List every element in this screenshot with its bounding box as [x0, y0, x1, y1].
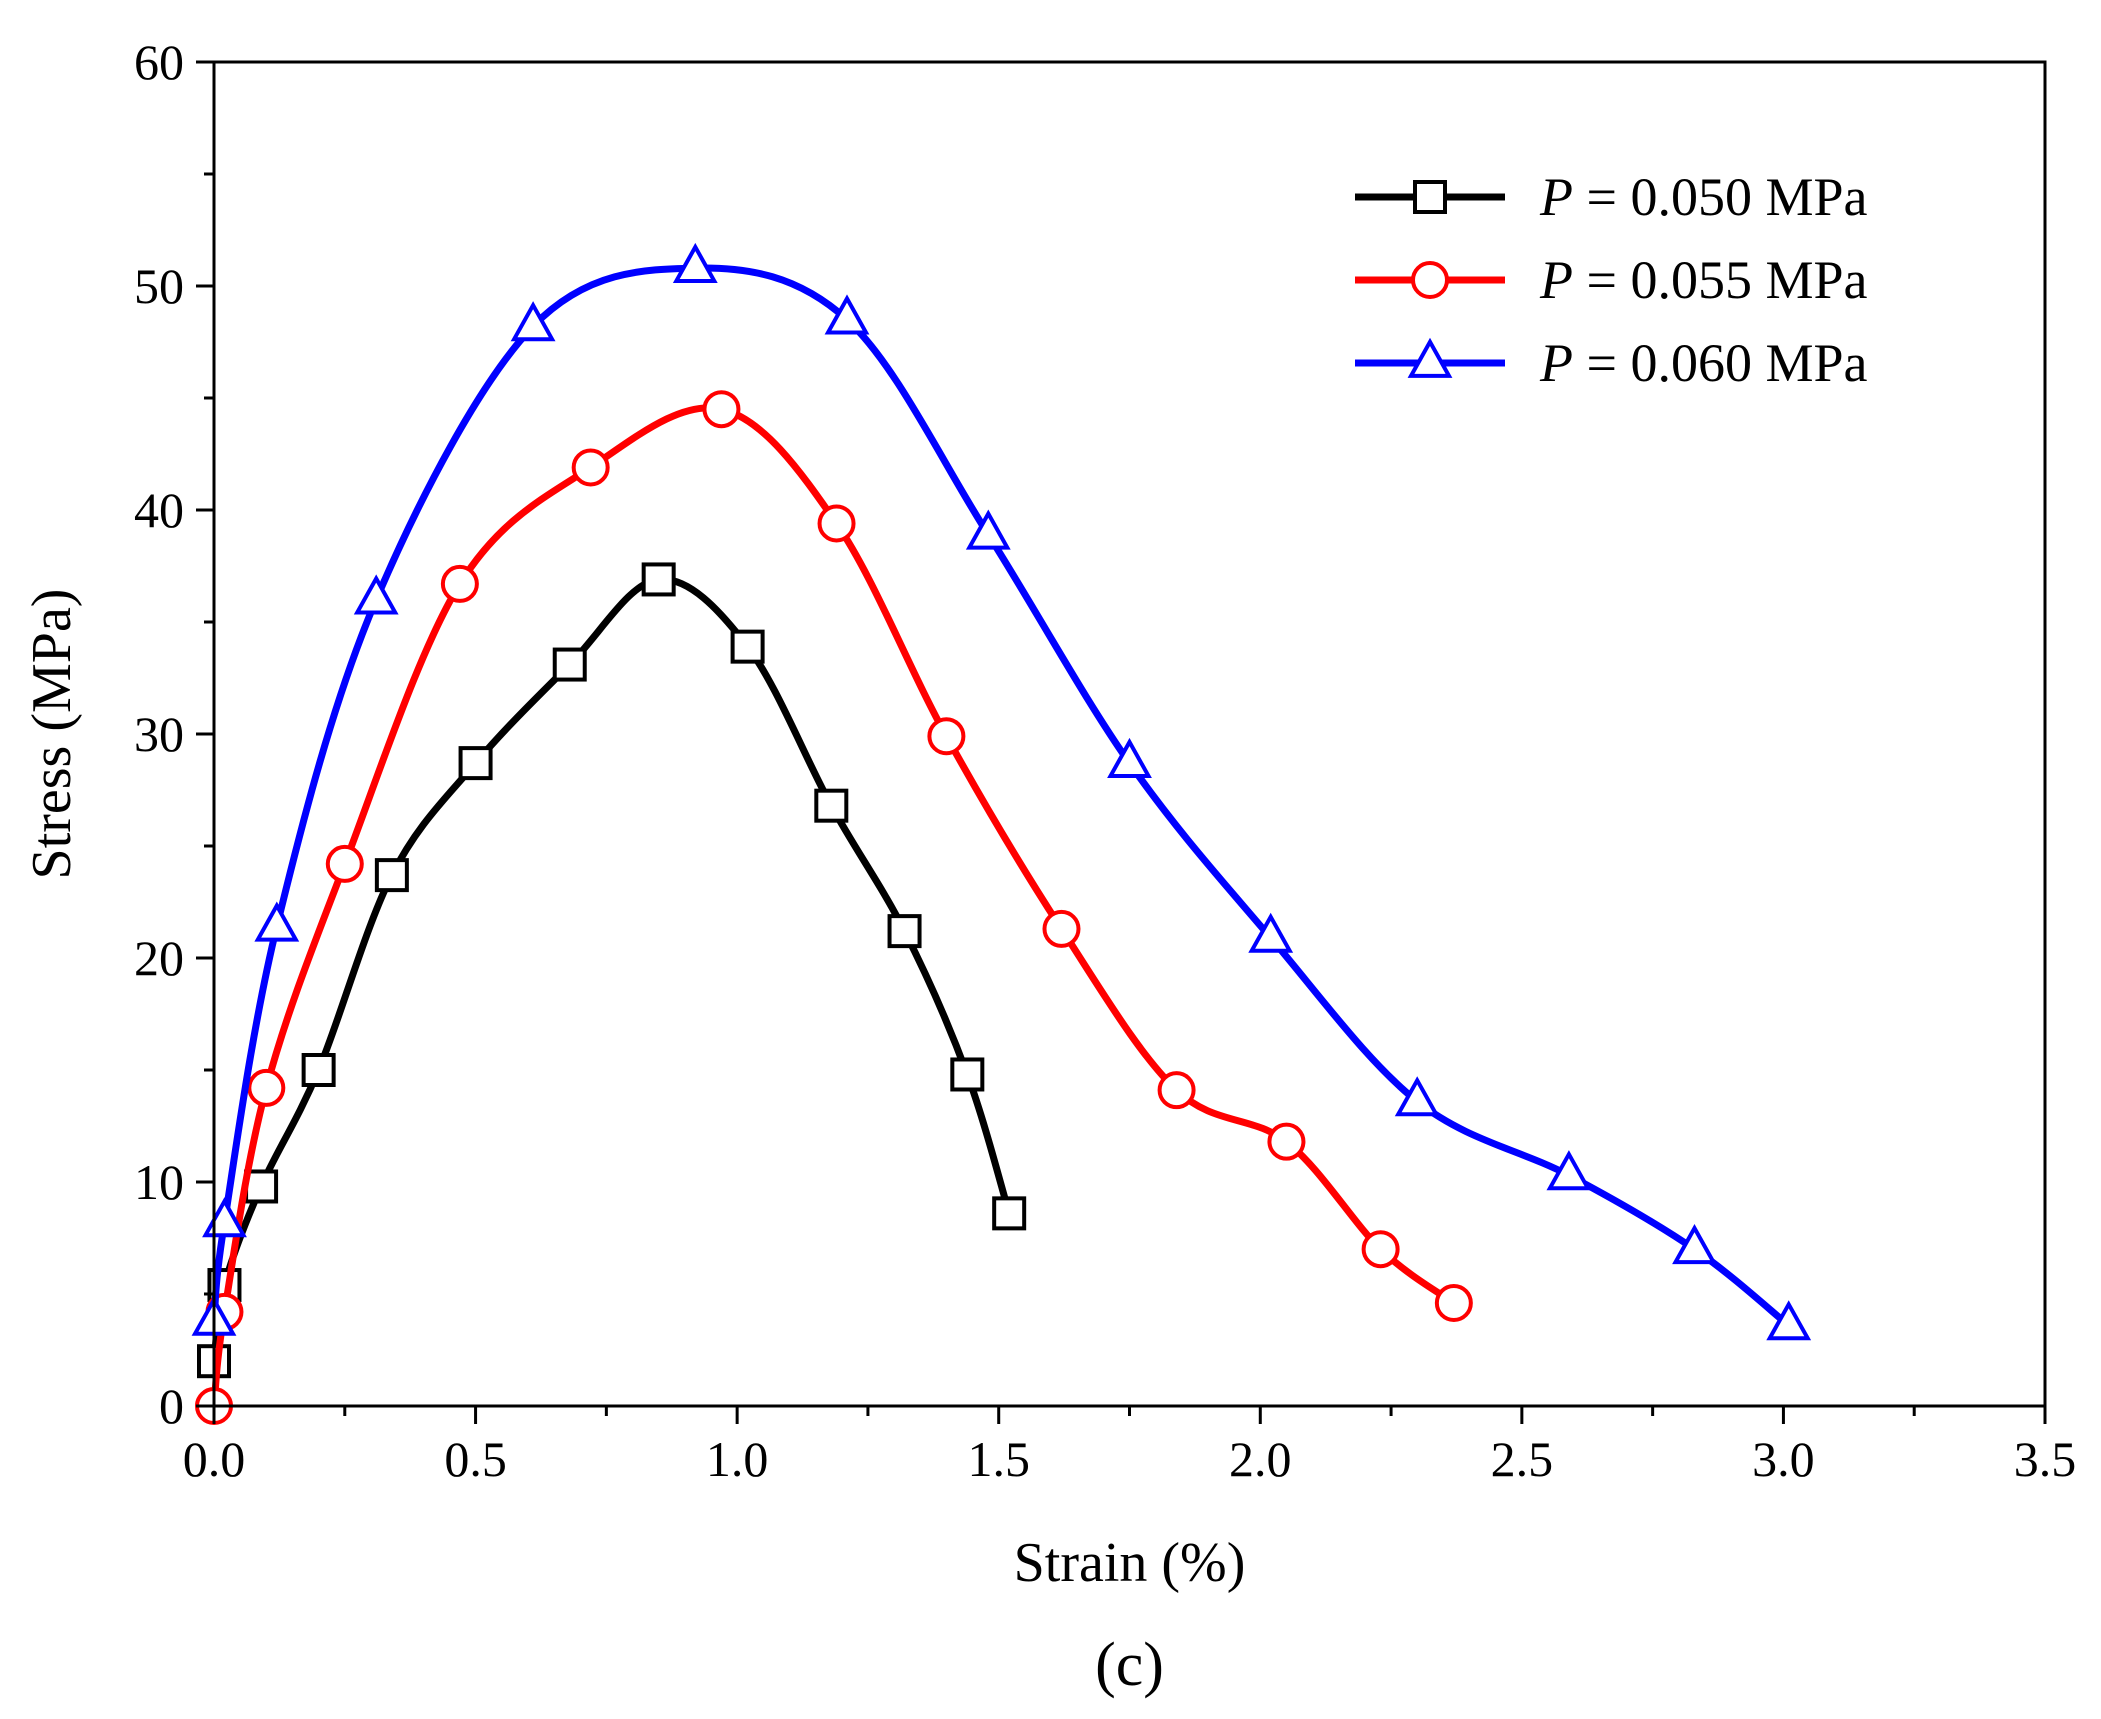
data-point-square — [950, 1057, 985, 1092]
x-tick-label: 3.5 — [2014, 1431, 2077, 1487]
data-point-circle — [702, 390, 741, 429]
x-tick-label: 0.5 — [444, 1431, 507, 1487]
data-point-square — [458, 746, 493, 781]
axis-ticks: 0.0 0.5 1.0 1.5 2.0 2.5 3.0 3.5 0 10 20 30 40 50 60 — [134, 34, 2076, 1487]
data-point-triangle — [353, 574, 399, 615]
data-point-triangle — [1107, 737, 1152, 778]
y-tick-label: 10 — [134, 1154, 184, 1210]
data-point-square — [887, 914, 922, 949]
data-point-circle — [1042, 909, 1081, 948]
data-point-legend-triangle — [1407, 337, 1453, 378]
x-tick-label: 2.0 — [1229, 1431, 1292, 1487]
data-point-square — [301, 1053, 336, 1087]
legend-item-3: P = 0.060 MPa — [1355, 333, 1868, 393]
data-point-square — [641, 562, 676, 597]
data-point-triangle — [1394, 1076, 1440, 1117]
y-axis-label: Stress (MPa) — [21, 589, 83, 880]
x-tick-label: 0.0 — [183, 1431, 246, 1487]
data-point-square — [992, 1196, 1027, 1231]
legend-label: P = 0.055 MPa — [1539, 250, 1868, 310]
legend-label: P = 0.060 MPa — [1539, 333, 1868, 393]
series-1 — [197, 562, 1027, 1379]
legend-item-2: P = 0.055 MPa — [1355, 250, 1868, 310]
x-axis-label: Strain (%) — [1014, 1532, 1246, 1594]
y-tick-label: 50 — [134, 258, 184, 314]
series-3 — [191, 242, 1812, 1341]
y-tick-label: 0 — [159, 1378, 184, 1434]
data-point-legend-square — [1413, 180, 1447, 214]
data-point-square — [552, 647, 587, 682]
panel-label: (c) — [1095, 1631, 1164, 1699]
data-point-square — [814, 788, 849, 823]
series-2 — [195, 390, 1473, 1425]
y-tick-label: 60 — [134, 34, 184, 90]
data-point-circle — [571, 448, 610, 487]
data-point-circle — [440, 564, 479, 603]
data-point-circle — [1157, 1071, 1196, 1110]
x-tick-label: 1.0 — [706, 1431, 769, 1487]
data-point-square — [374, 858, 409, 893]
x-tick-label: 3.0 — [1752, 1431, 1815, 1487]
data-point-triangle — [510, 301, 556, 342]
series-line-1 — [210, 575, 1013, 1365]
data-point-triangle — [1766, 1300, 1812, 1341]
y-tick-label: 40 — [134, 482, 184, 538]
legend-label: P = 0.050 MPa — [1539, 167, 1868, 227]
series-line-2 — [210, 404, 1458, 1410]
x-tick-label: 2.5 — [1491, 1431, 1554, 1487]
data-point-circle — [247, 1068, 286, 1107]
series-layer — [191, 242, 1812, 1425]
data-point-triangle — [672, 242, 718, 283]
data-point-circle — [817, 504, 856, 543]
data-point-square — [244, 1169, 279, 1204]
data-point-triangle — [965, 509, 1011, 550]
data-point-triangle — [1546, 1150, 1592, 1191]
y-tick-label: 20 — [134, 930, 184, 986]
data-point-triangle — [1248, 912, 1294, 953]
data-point-triangle — [254, 901, 300, 942]
data-point-circle — [1434, 1283, 1473, 1322]
legend: P = 0.050 MPa P = 0.055 MPa P = 0.060 MPa — [1355, 167, 1868, 393]
data-point-square — [730, 629, 765, 664]
data-point-circle — [1267, 1122, 1306, 1161]
data-point-circle — [1361, 1230, 1400, 1269]
x-tick-label: 1.5 — [967, 1431, 1030, 1487]
legend-item-1: P = 0.050 MPa — [1355, 167, 1868, 227]
y-tick-label: 30 — [134, 706, 184, 762]
data-point-circle — [325, 844, 364, 883]
series-line-3 — [210, 264, 1793, 1329]
data-point-triangle — [824, 294, 870, 335]
data-point-circle — [927, 717, 966, 756]
data-point-legend-circle — [1411, 261, 1449, 299]
data-point-triangle — [1672, 1224, 1717, 1265]
